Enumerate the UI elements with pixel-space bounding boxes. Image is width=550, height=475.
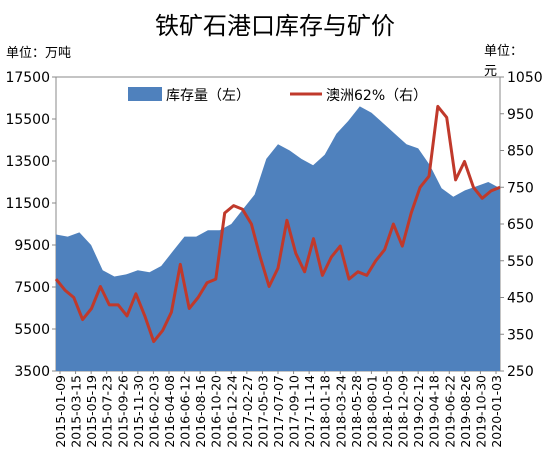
right-tick-label: 450 xyxy=(507,291,534,307)
x-tick-label: 2017-11-14 xyxy=(302,375,317,448)
x-tick-label: 2017-09-10 xyxy=(287,375,302,448)
x-tick-label: 2015-03-15 xyxy=(69,375,84,448)
x-tick-label: 2016-02-03 xyxy=(146,375,161,448)
x-tick-label: 2017-07-07 xyxy=(271,375,286,448)
left-axis-unit: 单位：万吨 xyxy=(6,46,72,61)
right-tick-label: 750 xyxy=(507,180,534,196)
x-tick-label: 2018-03-24 xyxy=(333,375,348,448)
x-tick-label: 2019-06-22 xyxy=(442,375,457,448)
left-tick-label: 17500 xyxy=(5,70,50,86)
x-tick-label: 2018-08-01 xyxy=(364,375,379,448)
x-tick-label: 2016-12-24 xyxy=(224,375,239,448)
right-tick-label: 350 xyxy=(507,327,534,343)
x-tick-label: 2015-11-30 xyxy=(131,375,146,448)
x-tick-label: 2019-08-26 xyxy=(458,375,473,448)
left-tick-label: 15500 xyxy=(5,112,50,128)
x-tick-label: 2018-05-28 xyxy=(349,375,364,448)
x-tick-label: 2019-10-30 xyxy=(473,375,488,448)
x-tick-label: 2016-04-08 xyxy=(162,375,177,448)
x-tick-label: 2016-10-20 xyxy=(209,375,224,448)
x-tick-label: 2017-02-27 xyxy=(240,375,255,448)
price-line-series xyxy=(54,104,501,344)
x-tick-label: 2018-10-05 xyxy=(380,375,395,448)
x-tick-label: 2015-05-19 xyxy=(84,375,99,448)
x-tick-label: 2015-07-23 xyxy=(100,375,115,448)
left-tick-label: 7500 xyxy=(14,280,50,296)
x-tick-label: 2018-12-09 xyxy=(396,375,411,448)
right-axis-unit: 单位：元 xyxy=(484,44,524,79)
right-tick-label: 1050 xyxy=(507,70,543,86)
left-tick-label: 11500 xyxy=(5,196,50,212)
right-tick-label: 850 xyxy=(507,144,534,160)
left-tick-label: 3500 xyxy=(14,364,50,380)
left-tick-label: 9500 xyxy=(14,238,50,254)
chart-title: 铁矿石港口库存与矿价 xyxy=(155,12,395,40)
legend-label-inventory: 库存量（左） xyxy=(166,88,250,104)
left-tick-label: 5500 xyxy=(14,322,50,338)
x-tick-label: 2019-04-18 xyxy=(427,375,442,448)
legend-label-price: 澳洲62%（右） xyxy=(326,88,427,104)
x-tick-label: 2017-05-03 xyxy=(255,375,270,448)
x-tick-label: 2018-01-18 xyxy=(318,375,333,448)
x-tick-label: 2016-06-12 xyxy=(178,375,193,448)
right-tick-label: 250 xyxy=(507,364,534,380)
x-tick-label: 2019-02-12 xyxy=(411,375,426,448)
legend-swatch-inventory xyxy=(128,87,162,101)
x-tick-label: 2020-01-03 xyxy=(489,375,504,448)
x-tick-label: 2016-08-16 xyxy=(193,375,208,448)
left-tick-label: 13500 xyxy=(5,154,50,170)
x-tick-label: 2015-01-09 xyxy=(53,375,68,448)
right-tick-label: 650 xyxy=(507,217,534,233)
right-tick-label: 550 xyxy=(507,254,534,270)
right-tick-label: 950 xyxy=(507,107,534,123)
x-tick-label: 2015-09-26 xyxy=(115,375,130,448)
inventory-area-series xyxy=(56,106,500,372)
